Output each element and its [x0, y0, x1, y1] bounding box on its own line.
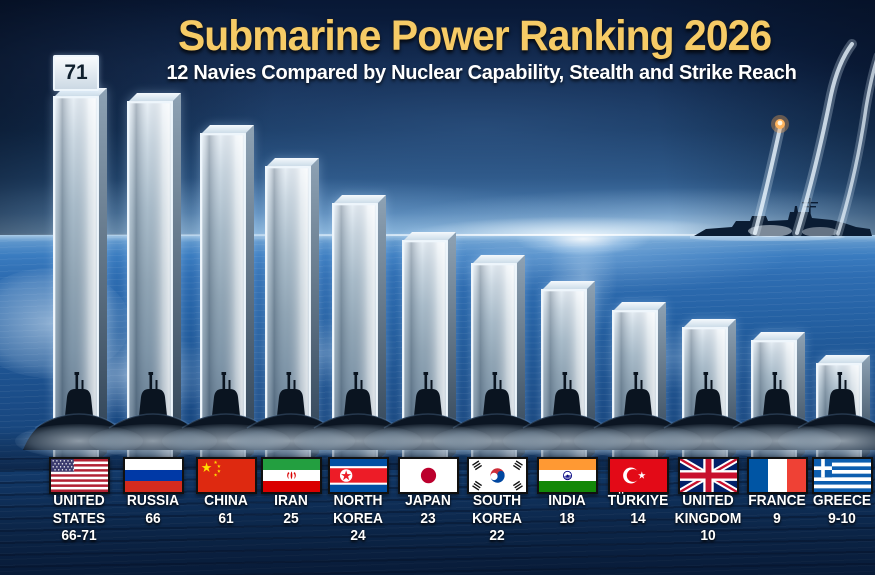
- country-label-us: UNITED STATES 66-71: [39, 492, 120, 545]
- country-score: 22: [489, 527, 505, 544]
- country-score: 9: [773, 509, 781, 527]
- country-score: 25: [283, 509, 299, 527]
- country-name-line: FRANCE: [748, 492, 806, 509]
- flag-gb-icon: [678, 457, 739, 494]
- country-label-in: INDIA 18: [527, 492, 608, 527]
- country-name-line: UNITED: [53, 492, 105, 509]
- country-label-gb: UNITED KINGDOM 10: [668, 492, 749, 545]
- flag-gr-icon: [812, 457, 873, 494]
- country-name-line: GREECE: [812, 492, 872, 509]
- flag-kp-icon: [328, 457, 389, 494]
- country-score: 23: [420, 509, 436, 527]
- country-score: 18: [559, 509, 575, 527]
- country-name-line: KOREA: [472, 509, 522, 527]
- country-score: 66: [145, 509, 161, 527]
- flag-ir-icon: [261, 457, 322, 494]
- flag-kr-icon: [467, 457, 528, 494]
- country-score: 14: [630, 509, 646, 527]
- country-name-line: INDIA: [548, 492, 586, 509]
- country-name-line: RUSSIA: [126, 492, 180, 509]
- country-score: 66-71: [61, 527, 97, 544]
- country-score: 10: [700, 527, 716, 544]
- page-title: Submarine Power Ranking 2026: [177, 12, 772, 60]
- country-name-line: KINGDOM: [674, 509, 742, 527]
- country-label-kp: NORTH KOREA 24: [318, 492, 399, 545]
- country-name-line: KOREA: [333, 509, 383, 527]
- bar-ir: [265, 158, 319, 460]
- country-score: 24: [350, 527, 366, 544]
- top-score-tag: 71: [53, 55, 99, 91]
- country-name-line: UNITED: [682, 492, 734, 509]
- country-label-gr: GREECE 9-10: [802, 492, 875, 527]
- country-label-ru: RUSSIA 66: [113, 492, 194, 527]
- country-name-line: SOUTH: [472, 492, 522, 509]
- foam-splash: [778, 424, 875, 458]
- page-subtitle: 12 Navies Compared by Nuclear Capability…: [166, 62, 797, 84]
- country-label-jp: JAPAN 23: [388, 492, 469, 527]
- flag-jp-icon: [398, 457, 459, 494]
- country-name-line: CHINA: [204, 492, 248, 509]
- country-label-tr: TÜRKIYE 14: [598, 492, 679, 527]
- country-label-ir: IRAN 25: [251, 492, 332, 527]
- country-name-line: TÜRKIYE: [607, 492, 669, 509]
- flag-tr-icon: [608, 457, 669, 494]
- flag-fr-icon: [747, 457, 808, 494]
- flag-ru-icon: [123, 457, 184, 494]
- country-label-cn: CHINA 61: [186, 492, 267, 527]
- country-label-kr: SOUTH KOREA 22: [457, 492, 538, 545]
- flag-cn-icon: [196, 457, 257, 494]
- country-label-fr: FRANCE 9: [737, 492, 818, 527]
- flag-us-icon: [49, 457, 110, 494]
- flag-in-icon: [537, 457, 598, 494]
- country-name-line: NORTH: [333, 492, 383, 509]
- country-name-line: STATES: [52, 509, 106, 527]
- country-name-line: JAPAN: [405, 492, 451, 509]
- country-score: 61: [218, 509, 234, 527]
- country-score: 9-10: [828, 509, 856, 527]
- country-name-line: IRAN: [274, 492, 308, 509]
